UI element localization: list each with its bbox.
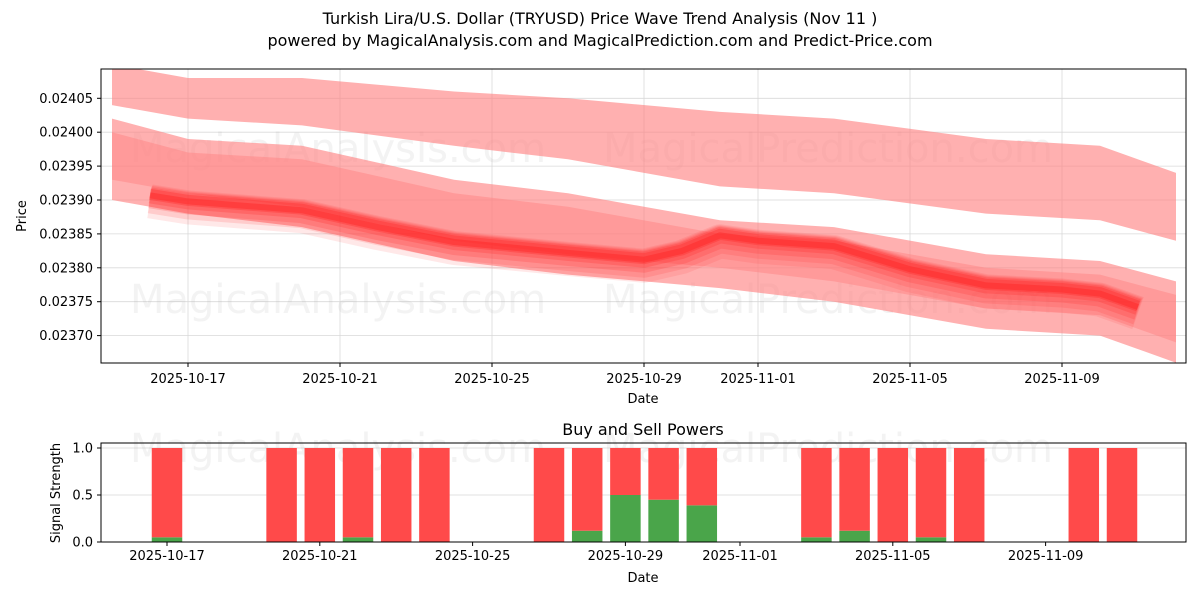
signal-bar-2025-10-27 xyxy=(533,448,565,542)
signal-bar-2025-10-29 xyxy=(610,448,641,542)
signal-plot: Buy and Sell Powers MagicalAnalysis.com … xyxy=(49,420,1187,586)
signal-bar-2025-11-07 xyxy=(953,448,985,542)
sell-bar xyxy=(533,448,565,542)
sell-bar xyxy=(686,448,718,506)
price-y-axis-label: Price xyxy=(15,200,30,232)
wave-trend-layer xyxy=(148,187,1141,315)
sell-bar xyxy=(953,448,985,542)
wave-trend-layer xyxy=(149,192,1140,310)
price-plot: MagicalAnalysis.com MagicalPrediction.co… xyxy=(15,68,1187,407)
sell-bar xyxy=(610,448,641,495)
x-tick-label: 2025-10-25 xyxy=(435,549,511,564)
wave-trend-layer xyxy=(147,185,1143,325)
x-tick-label: 2025-10-17 xyxy=(150,372,226,387)
signal-bar-2025-10-21 xyxy=(304,448,336,542)
y-tick-label: 1.0 xyxy=(72,442,93,457)
x-tick-label: 2025-11-01 xyxy=(720,372,796,387)
price-bands xyxy=(112,69,1176,363)
y-tick-label: 0.02395 xyxy=(39,160,93,175)
signal-bar-2025-11-05 xyxy=(877,448,909,542)
y-tick-label: 0.5 xyxy=(72,489,93,504)
buy-bar xyxy=(342,537,374,542)
y-tick-label: 0.02375 xyxy=(39,295,93,310)
signal-plot-frame xyxy=(100,442,1187,543)
watermark-analysis-bottom: MagicalAnalysis.com xyxy=(130,277,546,323)
y-tick-label: 0.02400 xyxy=(39,126,93,141)
sell-bar xyxy=(151,448,183,538)
buy-bar xyxy=(686,505,718,542)
signal-bars xyxy=(151,448,1138,542)
x-tick-label: 2025-11-05 xyxy=(872,372,948,387)
sell-bar xyxy=(1106,448,1138,542)
x-tick-label: 2025-10-17 xyxy=(129,549,205,564)
y-tick-label: 0.02370 xyxy=(39,329,93,344)
wave-trend-layer xyxy=(148,186,1142,320)
signal-bar-2025-10-22 xyxy=(342,448,374,542)
buy-bar xyxy=(610,495,641,542)
wave-trend-layer xyxy=(149,188,1140,312)
signal-bar-2025-11-10 xyxy=(1068,448,1100,542)
buy-bar xyxy=(915,537,947,542)
signal-bar-2025-10-28 xyxy=(571,448,603,542)
buy-bar xyxy=(151,537,183,542)
sell-bar xyxy=(304,448,336,542)
price-x-axis: 2025-10-17 2025-10-21 2025-10-25 2025-10-29… xyxy=(150,363,1100,387)
price-x-axis-label: Date xyxy=(627,392,658,407)
sell-bar xyxy=(419,448,450,542)
signal-x-axis-label: Date xyxy=(627,571,658,586)
signal-x-axis: 2025-10-17 2025-10-21 2025-10-25 2025-10-29… xyxy=(129,542,1083,564)
sell-bar xyxy=(1068,448,1100,542)
signal-chart-title: Buy and Sell Powers xyxy=(562,420,724,439)
sell-bar xyxy=(877,448,909,542)
wave-band-1 xyxy=(112,69,1176,241)
signal-bar-2025-10-31 xyxy=(686,448,718,542)
x-tick-label: 2025-11-09 xyxy=(1008,549,1084,564)
signal-bar-2025-11-11 xyxy=(1106,448,1138,542)
x-tick-label: 2025-10-29 xyxy=(588,549,664,564)
sell-bar xyxy=(342,448,374,538)
x-tick-label: 2025-11-01 xyxy=(702,549,778,564)
sell-bar xyxy=(839,448,870,531)
sell-bar xyxy=(380,448,412,542)
x-tick-label: 2025-10-25 xyxy=(454,372,530,387)
signal-bar-2025-11-04 xyxy=(839,448,870,542)
x-tick-label: 2025-11-05 xyxy=(855,549,931,564)
sell-bar xyxy=(801,448,832,538)
y-tick-label: 0.02380 xyxy=(39,261,93,276)
sell-bar xyxy=(915,448,947,538)
signal-bar-2025-10-30 xyxy=(648,448,679,542)
signal-bar-2025-11-06 xyxy=(915,448,947,542)
x-tick-label: 2025-11-09 xyxy=(1024,372,1100,387)
price-y-axis: 0.02370 0.02375 0.02380 0.02385 0.02390 0.023… xyxy=(39,92,101,344)
y-tick-label: 0.02390 xyxy=(39,194,93,209)
watermark-analysis-signal: MagicalAnalysis.com xyxy=(130,426,546,472)
sell-bar xyxy=(571,448,603,531)
signal-y-axis: 0.0 0.5 1.0 xyxy=(72,442,101,551)
signal-y-axis-label: Signal Strength xyxy=(49,443,64,543)
wave-band-2 xyxy=(112,118,1176,363)
x-tick-label: 2025-10-21 xyxy=(302,372,378,387)
wave-band-inner xyxy=(112,132,1176,343)
y-tick-label: 0.0 xyxy=(72,536,93,551)
signal-bar-2025-10-20 xyxy=(266,448,297,542)
buy-bar xyxy=(801,537,832,542)
x-tick-label: 2025-10-21 xyxy=(282,549,358,564)
signal-bar-2025-10-17 xyxy=(151,448,183,542)
signal-bar-2025-10-24 xyxy=(419,448,450,542)
buy-bar xyxy=(648,499,679,542)
y-tick-label: 0.02385 xyxy=(39,227,93,242)
chart-title: Turkish Lira/U.S. Dollar (TRYUSD) Price … xyxy=(322,9,878,28)
wave-trend-layer xyxy=(147,184,1144,330)
buy-bar xyxy=(571,530,603,542)
sell-bar xyxy=(648,448,679,500)
y-tick-label: 0.02405 xyxy=(39,92,93,107)
chart-subtitle: powered by MagicalAnalysis.com and Magic… xyxy=(267,31,933,50)
x-tick-label: 2025-10-29 xyxy=(606,372,682,387)
signal-bar-2025-11-03 xyxy=(801,448,832,542)
buy-bar xyxy=(839,530,870,542)
signal-bar-2025-10-23 xyxy=(380,448,412,542)
sell-bar xyxy=(266,448,297,542)
